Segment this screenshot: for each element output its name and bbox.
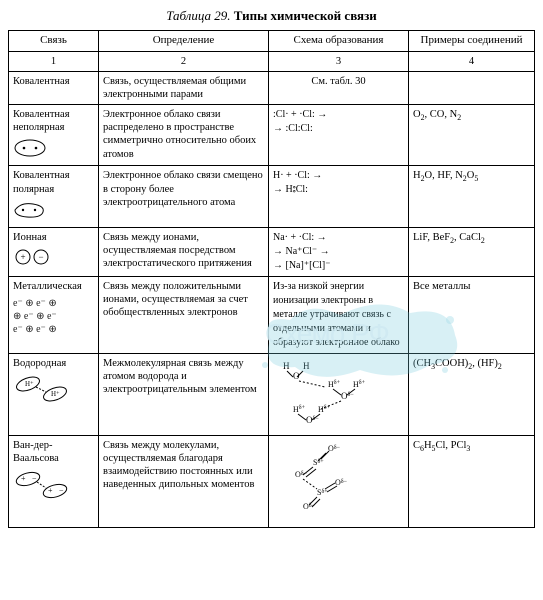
svg-text:H⁺: H⁺ bbox=[25, 380, 34, 388]
svg-text:Oδ−: Oδ− bbox=[303, 502, 316, 511]
bond-icon: e⁻ ⊕ e⁻ ⊕ ⊕ e⁻ ⊕ e⁻ e⁻ ⊕ e⁻ ⊕ bbox=[13, 297, 94, 336]
table-row: Ван-дер-Ваальсова +− +− Связь между моле… bbox=[9, 435, 535, 527]
number-row: 1 2 3 4 bbox=[9, 51, 535, 71]
bond-def: Связь между молекулами, осуществляемая б… bbox=[99, 435, 269, 527]
header-ex: Примеры соединений bbox=[409, 31, 535, 52]
header-bond: Связь bbox=[9, 31, 99, 52]
bond-def: Электронное облако связи распределено в … bbox=[99, 105, 269, 166]
bond-scheme: Oδ− Sδ+ Oδ− Sδ+ Oδ− Oδ− bbox=[269, 435, 409, 527]
scheme-line: → Na⁺Cl⁻ → bbox=[273, 245, 404, 259]
svg-text:H: H bbox=[283, 361, 290, 371]
bond-def: Межмолекулярная связь между атомом водор… bbox=[99, 353, 269, 435]
bond-scheme: H· + ·Cl: → → H⦂Cl: bbox=[269, 166, 409, 227]
header-def: Определение bbox=[99, 31, 269, 52]
bond-def: Связь, осуществляемая общими электронным… bbox=[99, 71, 269, 104]
scheme-line: Na· + ·Cl: → bbox=[273, 231, 404, 245]
bond-def: Связь между ионами, осуществляемая посре… bbox=[99, 227, 269, 276]
bond-icon bbox=[13, 138, 94, 162]
bond-icon: H⁺ H⁺ bbox=[13, 374, 94, 408]
svg-text:Hδ+: Hδ+ bbox=[293, 405, 306, 414]
num-1: 1 bbox=[9, 51, 99, 71]
bond-ex: C6H5Cl, PCl3 bbox=[409, 435, 535, 527]
svg-text:Oδ−: Oδ− bbox=[295, 470, 308, 479]
table-caption: Таблица 29. Типы химической связи bbox=[8, 8, 535, 24]
bond-scheme: Из-за низкой энергии ионизации электроны… bbox=[269, 276, 409, 353]
bond-scheme: Na· + ·Cl: → → Na⁺Cl⁻ → → [Na]⁺[Cl]⁻ bbox=[269, 227, 409, 276]
svg-text:Sδ+: Sδ+ bbox=[313, 458, 324, 467]
table-row: Ионная + − Связь между ионами, осуществл… bbox=[9, 227, 535, 276]
scheme-line: H· + ·Cl: → bbox=[273, 169, 404, 183]
svg-text:H: H bbox=[303, 361, 310, 371]
bond-ex bbox=[409, 71, 535, 104]
svg-text:H⁺: H⁺ bbox=[51, 390, 60, 398]
bond-name: Ковалентная полярная bbox=[13, 169, 94, 195]
bond-ex: (CH3COOH)2, (HF)2 bbox=[409, 353, 535, 435]
bond-ex: Все металлы bbox=[409, 276, 535, 353]
svg-text:−: − bbox=[38, 252, 43, 262]
svg-text:+: + bbox=[48, 486, 53, 495]
bond-name: Ковалентная bbox=[13, 75, 94, 88]
table-row: Металлическая e⁻ ⊕ e⁻ ⊕ ⊕ e⁻ ⊕ e⁻ e⁻ ⊕ e… bbox=[9, 276, 535, 353]
svg-text:Oδ−: Oδ− bbox=[335, 478, 348, 487]
scheme-line: :Cl· + ·Cl: → bbox=[273, 108, 404, 122]
bond-ex: H2O, HF, N2O5 bbox=[409, 166, 535, 227]
bond-ex: O2, CO, N2 bbox=[409, 105, 535, 166]
bond-scheme: :Cl· + ·Cl: → → :Cl:Cl: bbox=[269, 105, 409, 166]
svg-text:+: + bbox=[20, 252, 25, 262]
svg-text:Oδ−: Oδ− bbox=[328, 444, 341, 453]
bond-name: Ван-дер-Ваальсова bbox=[13, 439, 94, 465]
svg-text:−: − bbox=[59, 486, 64, 495]
scheme-line: → [Na]⁺[Cl]⁻ bbox=[273, 259, 404, 273]
table-row: Ковалентная Связь, осуществляемая общими… bbox=[9, 71, 535, 104]
bond-name: Ионная bbox=[13, 231, 94, 244]
bond-name: Ковалентная неполярная bbox=[13, 108, 94, 134]
table-row: Ковалентная полярная Электронное облако … bbox=[9, 166, 535, 227]
svg-text:Sδ+: Sδ+ bbox=[317, 488, 328, 497]
svg-text:Hδ+: Hδ+ bbox=[328, 380, 341, 389]
scheme-line: → H⦂Cl: bbox=[273, 183, 404, 197]
bond-name: Металлическая bbox=[13, 280, 94, 293]
bond-def: Связь между положительными ионами, осуще… bbox=[99, 276, 269, 353]
num-3: 3 bbox=[269, 51, 409, 71]
caption-main: Типы химической связи bbox=[234, 8, 377, 23]
bond-icon bbox=[13, 200, 94, 224]
bonds-table: Связь Определение Схема образования Прим… bbox=[8, 30, 535, 528]
bond-ex: LiF, BeF2, CaCl2 bbox=[409, 227, 535, 276]
bond-scheme: См. табл. 30 bbox=[269, 71, 409, 104]
svg-text:Hδ+: Hδ+ bbox=[353, 380, 366, 389]
num-2: 2 bbox=[99, 51, 269, 71]
caption-prefix: Таблица 29. bbox=[166, 8, 230, 23]
num-4: 4 bbox=[409, 51, 535, 71]
table-row: Водородная H⁺ H⁺ Межмолекулярная связь м… bbox=[9, 353, 535, 435]
header-scheme: Схема образования bbox=[269, 31, 409, 52]
bond-name: Водородная bbox=[13, 357, 94, 370]
scheme-line: → :Cl:Cl: bbox=[273, 122, 404, 136]
svg-text:O: O bbox=[293, 371, 300, 381]
svg-text:−: − bbox=[32, 474, 37, 483]
svg-text:+: + bbox=[21, 474, 26, 483]
bond-def: Электронное облако связи смещено в сторо… bbox=[99, 166, 269, 227]
svg-text:Oδ−: Oδ− bbox=[341, 391, 354, 401]
bond-icon: +− +− bbox=[13, 469, 94, 505]
bond-icon: + − bbox=[13, 248, 94, 270]
header-row: Связь Определение Схема образования Прим… bbox=[9, 31, 535, 52]
table-row: Ковалентная неполярная Электронное облак… bbox=[9, 105, 535, 166]
bond-scheme: HH O Hδ+ Hδ+ Oδ− Hδ+ Hδ+ Oδ− bbox=[269, 353, 409, 435]
